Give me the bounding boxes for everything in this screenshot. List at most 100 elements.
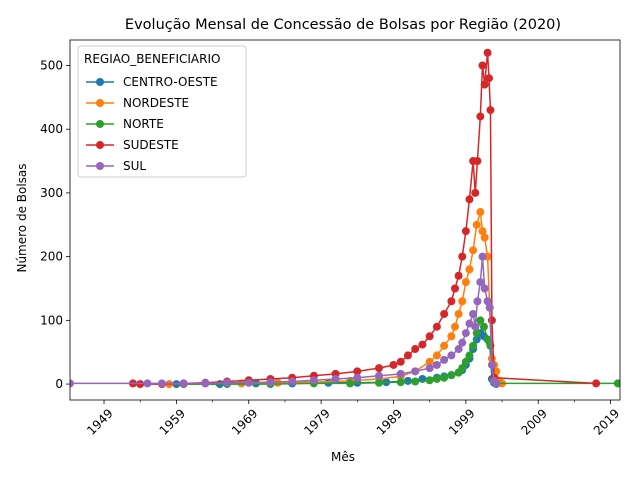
series-point-centro-oeste: [403, 376, 412, 385]
series-point-norte: [472, 329, 481, 338]
series-point-sul: [432, 360, 441, 369]
series-point-nordeste: [454, 309, 463, 318]
series-point-sul: [375, 371, 384, 380]
series-point-sul: [143, 379, 152, 388]
y-tick-label: 0: [55, 377, 63, 391]
series-point-sul: [440, 355, 449, 364]
series-point-sul: [447, 351, 456, 360]
x-tick-label: 1999: [446, 406, 477, 437]
series-point-sudeste: [461, 227, 470, 236]
series-point-sul: [411, 367, 420, 376]
series-point-sul: [480, 284, 489, 293]
y-axis-label: Número de Bolsas: [15, 163, 29, 272]
series-point-norte: [411, 377, 420, 386]
legend-label: NORTE: [123, 117, 164, 131]
series-point-sul: [492, 379, 501, 388]
series-point-sudeste: [465, 195, 474, 204]
series-point-sul: [179, 379, 188, 388]
legend-marker: [96, 78, 104, 86]
series-point-sudeste: [411, 345, 420, 354]
series-point-sul: [483, 297, 492, 306]
series-point-sudeste: [485, 74, 494, 83]
legend-marker: [96, 99, 104, 107]
series-point-nordeste: [432, 351, 441, 360]
series-point-sudeste: [451, 284, 459, 293]
series-point-sul: [309, 376, 318, 385]
series-point-nordeste: [461, 278, 470, 287]
series-point-sul: [223, 378, 232, 387]
legend: REGIAO_BENEFICIARIO CENTRO-OESTE NORDESTE N…: [77, 45, 247, 178]
series-point-sul: [331, 374, 340, 383]
y-tick-label: 100: [40, 313, 63, 327]
y-tick-label: 400: [40, 122, 63, 136]
series-point-sudeste: [447, 297, 456, 306]
x-tick-label: 2019: [591, 406, 622, 437]
x-tick-label: 1979: [301, 406, 332, 437]
series-point-sudeste: [440, 309, 449, 318]
series-point-nordeste: [476, 208, 485, 217]
series-point-norte: [396, 378, 405, 387]
x-tick-label: 1989: [374, 406, 405, 437]
series-point-sul: [473, 297, 482, 306]
series-point-sul: [469, 309, 478, 318]
series-point-norte: [432, 374, 441, 383]
legend-marker: [96, 162, 104, 170]
x-axis-label: Mês: [331, 450, 355, 464]
x-tick-label: 2009: [518, 406, 549, 437]
series-point-sul: [478, 252, 487, 261]
legend-title: REGIAO_BENEFICIARIO: [84, 52, 220, 66]
series-point-sudeste: [396, 357, 405, 366]
x-tick-label: 1949: [84, 406, 115, 437]
series-line-sul: [70, 255, 497, 385]
series-point-sudeste: [592, 379, 601, 388]
series-point-norte: [479, 322, 488, 331]
series-point-sudeste: [487, 316, 496, 325]
series-point-sul: [485, 303, 494, 312]
series-point-sul: [353, 373, 362, 382]
series-point-sul: [454, 345, 463, 354]
series-point-sul: [157, 379, 166, 388]
series-point-sudeste: [418, 340, 427, 349]
series-point-norte: [476, 316, 485, 325]
series-point-sudeste: [353, 367, 362, 376]
series-point-sudeste: [389, 360, 398, 369]
series-point-sul: [396, 369, 405, 378]
series-point-sudeste: [454, 271, 463, 280]
series-point-nordeste: [458, 297, 467, 306]
series-point-norte: [469, 341, 478, 350]
legend-marker: [96, 141, 104, 149]
series-point-sul: [244, 378, 253, 387]
legend-box: [77, 45, 247, 178]
legend-marker: [96, 120, 104, 128]
legend-label: CENTRO-OESTE: [123, 75, 218, 89]
series-point-sul: [201, 379, 210, 388]
series-point-sul: [288, 377, 297, 386]
legend-label: SUL: [123, 159, 146, 173]
series-point-norte: [346, 379, 355, 388]
series-point-sul: [458, 338, 467, 347]
series-point-nordeste: [478, 227, 487, 236]
y-tick-label: 500: [40, 58, 63, 72]
series-point-sul: [471, 322, 480, 331]
series-point-sudeste: [375, 364, 384, 373]
plot-frame: [69, 39, 621, 401]
x-tick-label: 1959: [157, 406, 188, 437]
series-point-sudeste: [471, 188, 480, 197]
series-point-sudeste: [478, 61, 487, 70]
series-point-sudeste: [458, 252, 467, 261]
series-point-sul: [487, 360, 496, 369]
series-point-norte: [440, 373, 449, 382]
chart-title: Evolução Mensal de Concessão de Bolsas p…: [125, 17, 561, 33]
series-point-sul: [425, 364, 434, 373]
series-point-norte: [425, 376, 434, 385]
series-point-sul: [461, 329, 470, 338]
series-point-nordeste: [465, 265, 474, 274]
series-point-nordeste: [425, 357, 434, 366]
series-point-sul: [70, 379, 74, 388]
plot-area: [70, 48, 620, 389]
series-point-nordeste: [451, 322, 459, 331]
series-point-sudeste: [432, 322, 441, 331]
series-point-nordeste: [469, 246, 478, 255]
